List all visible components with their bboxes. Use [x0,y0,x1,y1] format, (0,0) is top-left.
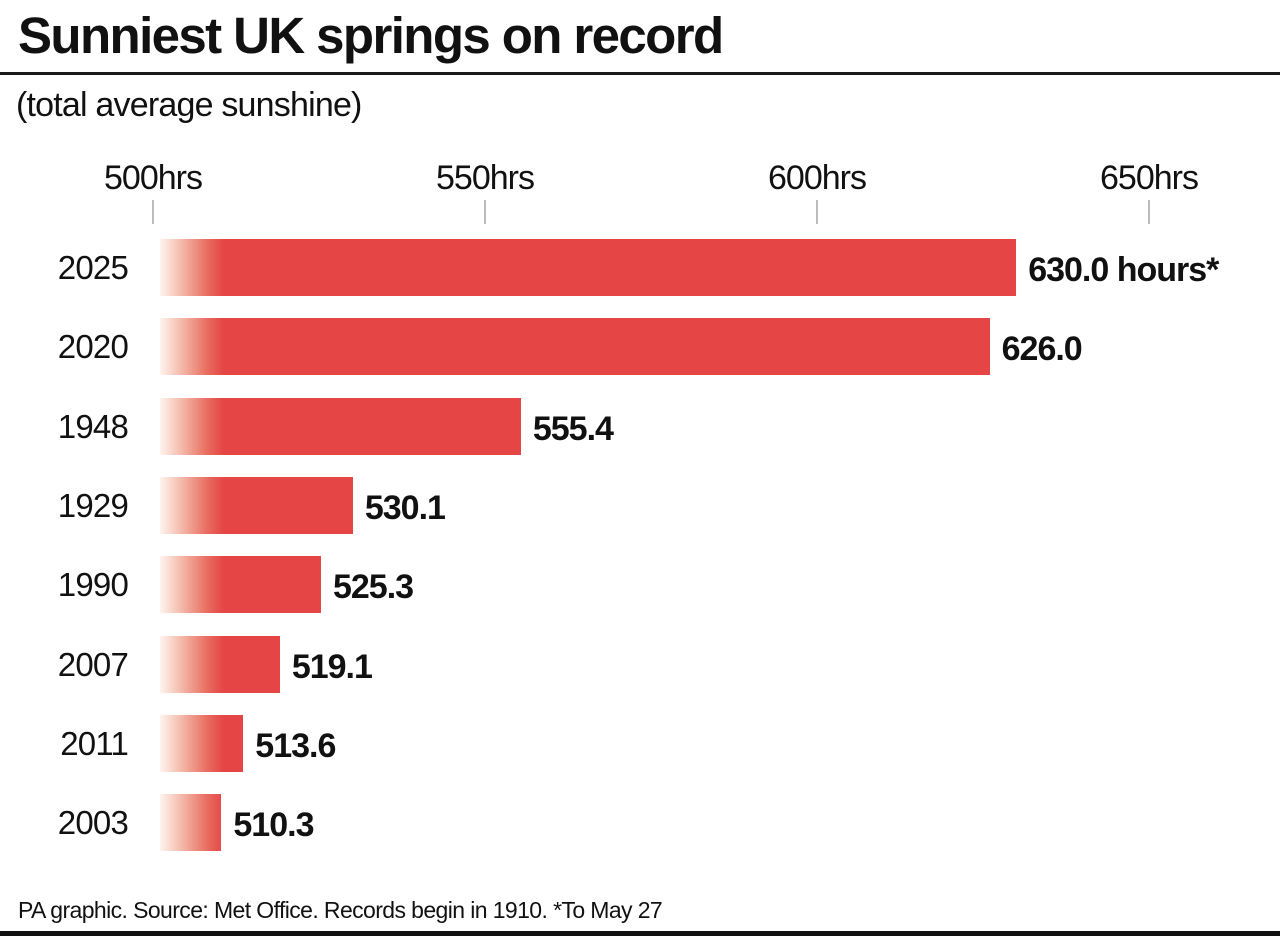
category-label: 1948 [57,407,129,445]
title-divider [0,72,1280,75]
chart-subtitle: (total average sunshine) [16,86,362,124]
value-label: 630.0 hours* [1028,251,1219,289]
category-label: 2003 [57,804,129,842]
bar-row: 2025 630.0 hours* [0,239,1280,296]
x-tick-mark [484,200,486,224]
category-label: 2020 [57,328,129,366]
value-label: 530.1 [364,488,446,527]
bar [160,794,222,852]
value-label: 626.0 [1001,330,1083,369]
bar [160,318,990,376]
x-axis: 500hrs 550hrs 600hrs 650hrs [0,150,1280,230]
category-label: 1990 [57,566,129,604]
category-label: 1929 [57,486,129,524]
chart-title: Sunniest UK springs on record [18,7,724,64]
x-tick-mark [816,200,818,224]
value-label: 510.3 [233,806,314,845]
bar-row: 2020 626.0 [0,318,1280,376]
bar [160,397,521,455]
bar-row: 1929 530.1 [0,476,1280,534]
value-label: 513.6 [255,726,336,765]
bottom-divider [0,931,1280,936]
x-tick-label: 600hrs [768,159,867,197]
bar [160,476,353,534]
bar-row: 2011 513.6 [0,714,1280,772]
bar [160,239,1017,296]
source-footnote: PA graphic. Source: Met Office. Records … [18,897,663,923]
bar-row: 1990 525.3 [0,556,1280,614]
bar-row: 2003 510.3 [0,794,1280,852]
bar [160,556,321,614]
x-tick-mark [152,200,154,224]
x-tick-label: 550hrs [436,159,535,197]
x-tick-label: 650hrs [1100,159,1199,197]
bar [160,635,280,693]
value-label: 555.4 [532,409,614,448]
x-tick-mark [1148,200,1150,224]
value-label: 519.1 [291,647,373,686]
bar [160,714,244,772]
value-label: 525.3 [332,568,414,607]
bar-row: 2007 519.1 [0,635,1280,693]
category-label: 2007 [57,645,129,683]
category-label: 2025 [57,249,129,286]
bar-row: 1948 555.4 [0,397,1280,455]
x-tick-label: 500hrs [104,159,203,197]
category-label: 2011 [60,724,129,762]
